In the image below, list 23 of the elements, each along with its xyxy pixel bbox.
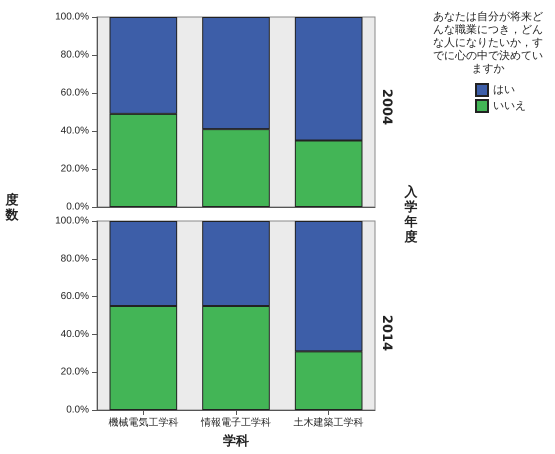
y-tick-label: 100.0% xyxy=(55,12,90,22)
x-tick-label: 情報電子工学科 xyxy=(200,416,271,428)
y-tick-label: 40.0% xyxy=(60,328,90,340)
y-tick-label: 80.0% xyxy=(60,253,90,264)
y2-axis-title: 入学年度 xyxy=(404,185,418,245)
legend-label: いいえ xyxy=(493,100,526,112)
y-tick-label: 0.0% xyxy=(66,404,90,416)
x-tick-label: 機械電気工学科 xyxy=(108,416,178,428)
y-tick-label: 0.0% xyxy=(66,202,90,212)
y-axis-title: 度数 xyxy=(5,193,19,223)
text: 2004 xyxy=(379,88,394,126)
x-tick-label: 土木建築工学科 xyxy=(294,416,364,428)
y-tick-label: 60.0% xyxy=(60,291,90,302)
y-tick-label: 20.0% xyxy=(60,164,90,174)
y-tick-label: 20.0% xyxy=(60,366,90,378)
x-axis-title: 学科 xyxy=(223,433,249,448)
y-tick-label: 40.0% xyxy=(60,126,90,136)
legend-label: はい xyxy=(493,84,515,96)
y-tick-label: 60.0% xyxy=(60,88,90,98)
y-tick-label: 80.0% xyxy=(60,50,90,60)
legend-title: あなたは自分が将来どんな職業につき，どんな人になりたいか，すでに心の中で決めていますか xyxy=(432,10,544,75)
y-tick-label: 100.0% xyxy=(55,216,90,226)
text: 2014 xyxy=(379,314,394,352)
